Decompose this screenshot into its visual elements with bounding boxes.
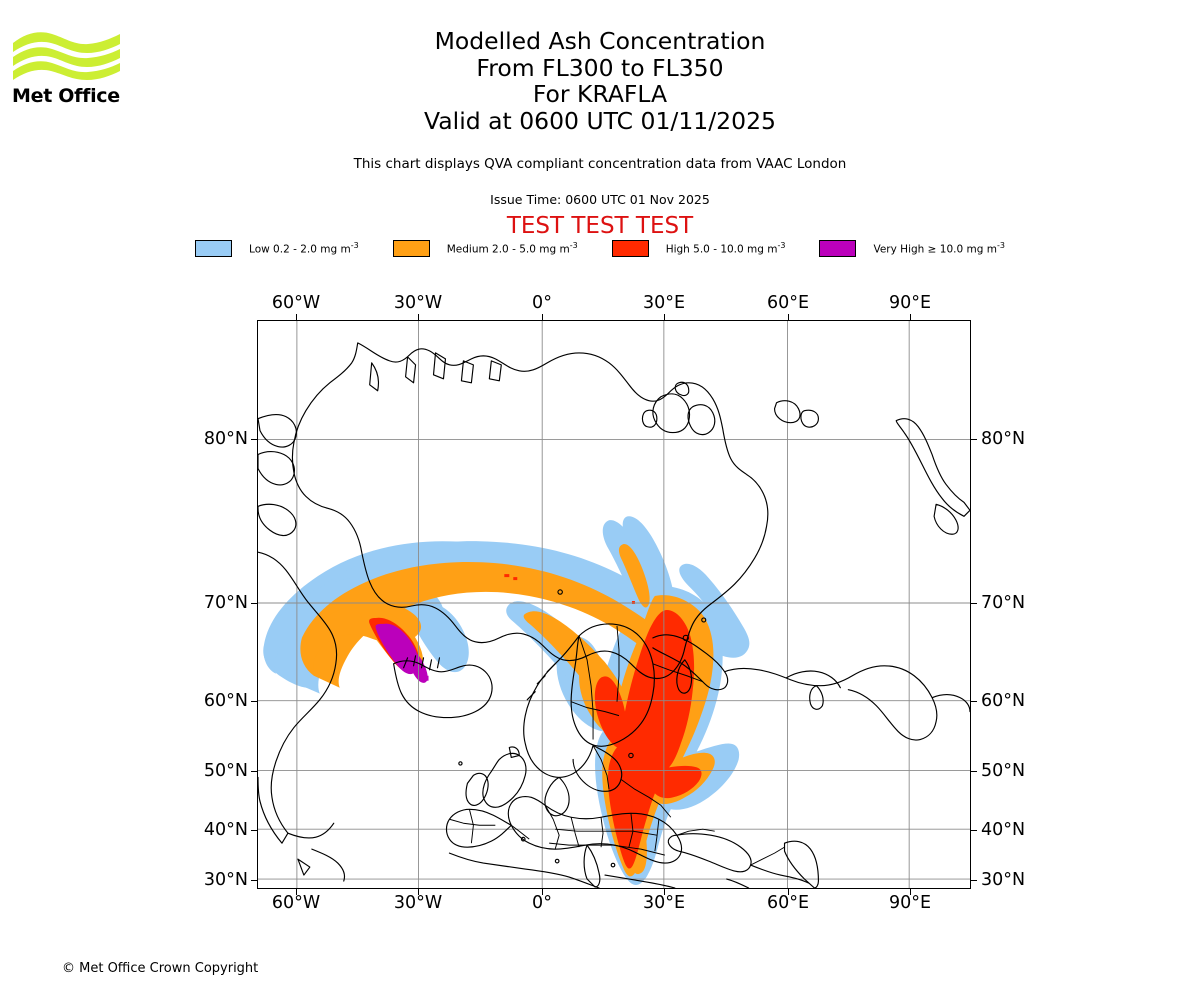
legend-label-low: Low 0.2 - 2.0 mg m-3 xyxy=(249,241,359,256)
test-banner: TEST TEST TEST xyxy=(506,213,694,239)
tick-mark xyxy=(418,314,419,320)
title-valid-time: Valid at 0600 UTC 01/11/2025 xyxy=(424,106,776,135)
lon-tick-top-30e: 30°E xyxy=(642,293,686,313)
chart-title-block: Modelled Ash Concentration From FL300 to… xyxy=(0,28,1200,134)
lat-tick-left-70n: 70°N xyxy=(203,593,248,613)
map-canvas xyxy=(258,321,970,888)
met-office-wave-logo-icon xyxy=(13,32,120,80)
tick-mark xyxy=(971,771,977,772)
legend-label-very-high: Very High ≥ 10.0 mg m-3 xyxy=(873,241,1005,256)
tick-mark xyxy=(251,439,257,440)
legend-swatch-high xyxy=(611,240,649,257)
legend-label-medium: Medium 2.0 - 5.0 mg m-3 xyxy=(446,241,578,256)
lon-tick-top-60w: 60°W xyxy=(271,293,321,313)
legend-swatch-medium xyxy=(392,240,430,257)
qva-compliance-note: This chart displays QVA compliant concen… xyxy=(353,156,847,172)
title-flight-levels: From FL300 to FL350 xyxy=(476,53,724,82)
legend-swatch-low xyxy=(195,240,233,257)
lon-tick-top-90e: 90°E xyxy=(888,293,932,313)
tick-mark xyxy=(971,701,977,702)
lon-tick-bottom-60e: 60°E xyxy=(766,893,810,913)
tick-mark xyxy=(251,603,257,604)
lon-tick-top-60e: 60°E xyxy=(766,293,810,313)
tick-mark xyxy=(296,314,297,320)
map-graticule xyxy=(258,321,970,888)
lat-tick-right-50n: 50°N xyxy=(981,761,1026,781)
concentration-legend: Low 0.2 - 2.0 mg m-3 Medium 2.0 - 5.0 mg… xyxy=(0,240,1200,257)
lon-tick-top-30w: 30°W xyxy=(393,293,443,313)
tick-mark xyxy=(251,771,257,772)
tick-mark xyxy=(910,314,911,320)
met-office-logo-text: Met Office xyxy=(12,85,120,107)
lat-tick-right-60n: 60°N xyxy=(981,691,1026,711)
lat-tick-right-80n: 80°N xyxy=(981,429,1026,449)
title-volcano: For KRAFLA xyxy=(532,80,668,108)
tick-mark xyxy=(971,880,977,881)
tick-mark xyxy=(971,603,977,604)
legend-item-high: High 5.0 - 10.0 mg m-3 xyxy=(611,240,786,257)
met-office-logo: Met Office xyxy=(12,26,124,108)
lat-tick-right-40n: 40°N xyxy=(981,820,1026,840)
lat-tick-left-30n: 30°N xyxy=(203,870,248,890)
tick-mark xyxy=(542,889,543,895)
tick-mark xyxy=(251,880,257,881)
lat-tick-left-40n: 40°N xyxy=(203,820,248,840)
lon-tick-bottom-60w: 60°W xyxy=(271,893,321,913)
political-borders-layer xyxy=(449,625,785,866)
lon-tick-bottom-0: 0° xyxy=(532,893,552,913)
tick-mark xyxy=(664,314,665,320)
tick-mark xyxy=(542,314,543,320)
tick-mark xyxy=(788,889,789,895)
ash-concentration-map xyxy=(251,314,977,895)
page-title: Modelled Ash Concentration xyxy=(434,27,766,55)
coastline-layer xyxy=(258,342,970,888)
tick-mark xyxy=(418,889,419,895)
small-islands-layer xyxy=(458,589,707,868)
copyright-notice: © Met Office Crown Copyright xyxy=(62,961,259,976)
tick-mark xyxy=(971,439,977,440)
map-frame xyxy=(257,320,971,889)
lat-tick-left-80n: 80°N xyxy=(203,429,248,449)
legend-item-very-high: Very High ≥ 10.0 mg m-3 xyxy=(819,240,1005,257)
tick-mark xyxy=(296,889,297,895)
legend-item-medium: Medium 2.0 - 5.0 mg m-3 xyxy=(392,240,578,257)
lon-tick-bottom-90e: 90°E xyxy=(888,893,932,913)
tick-mark xyxy=(664,889,665,895)
tick-mark xyxy=(788,314,789,320)
lon-tick-top-0: 0° xyxy=(532,293,552,313)
lat-tick-right-30n: 30°N xyxy=(981,870,1026,890)
legend-item-low: Low 0.2 - 2.0 mg m-3 xyxy=(195,240,359,257)
lat-tick-right-70n: 70°N xyxy=(981,593,1026,613)
legend-label-high: High 5.0 - 10.0 mg m-3 xyxy=(665,241,786,256)
tick-mark xyxy=(910,889,911,895)
plume-very-high-region xyxy=(375,623,429,683)
lon-tick-bottom-30w: 30°W xyxy=(393,893,443,913)
legend-swatch-very-high xyxy=(819,240,857,257)
tick-mark xyxy=(971,830,977,831)
lat-tick-left-60n: 60°N xyxy=(203,691,248,711)
lat-tick-left-50n: 50°N xyxy=(203,761,248,781)
tick-mark xyxy=(251,830,257,831)
lon-tick-bottom-30e: 30°E xyxy=(642,893,686,913)
issue-time-label: Issue Time: 0600 UTC 01 Nov 2025 xyxy=(490,192,710,207)
tick-mark xyxy=(251,701,257,702)
